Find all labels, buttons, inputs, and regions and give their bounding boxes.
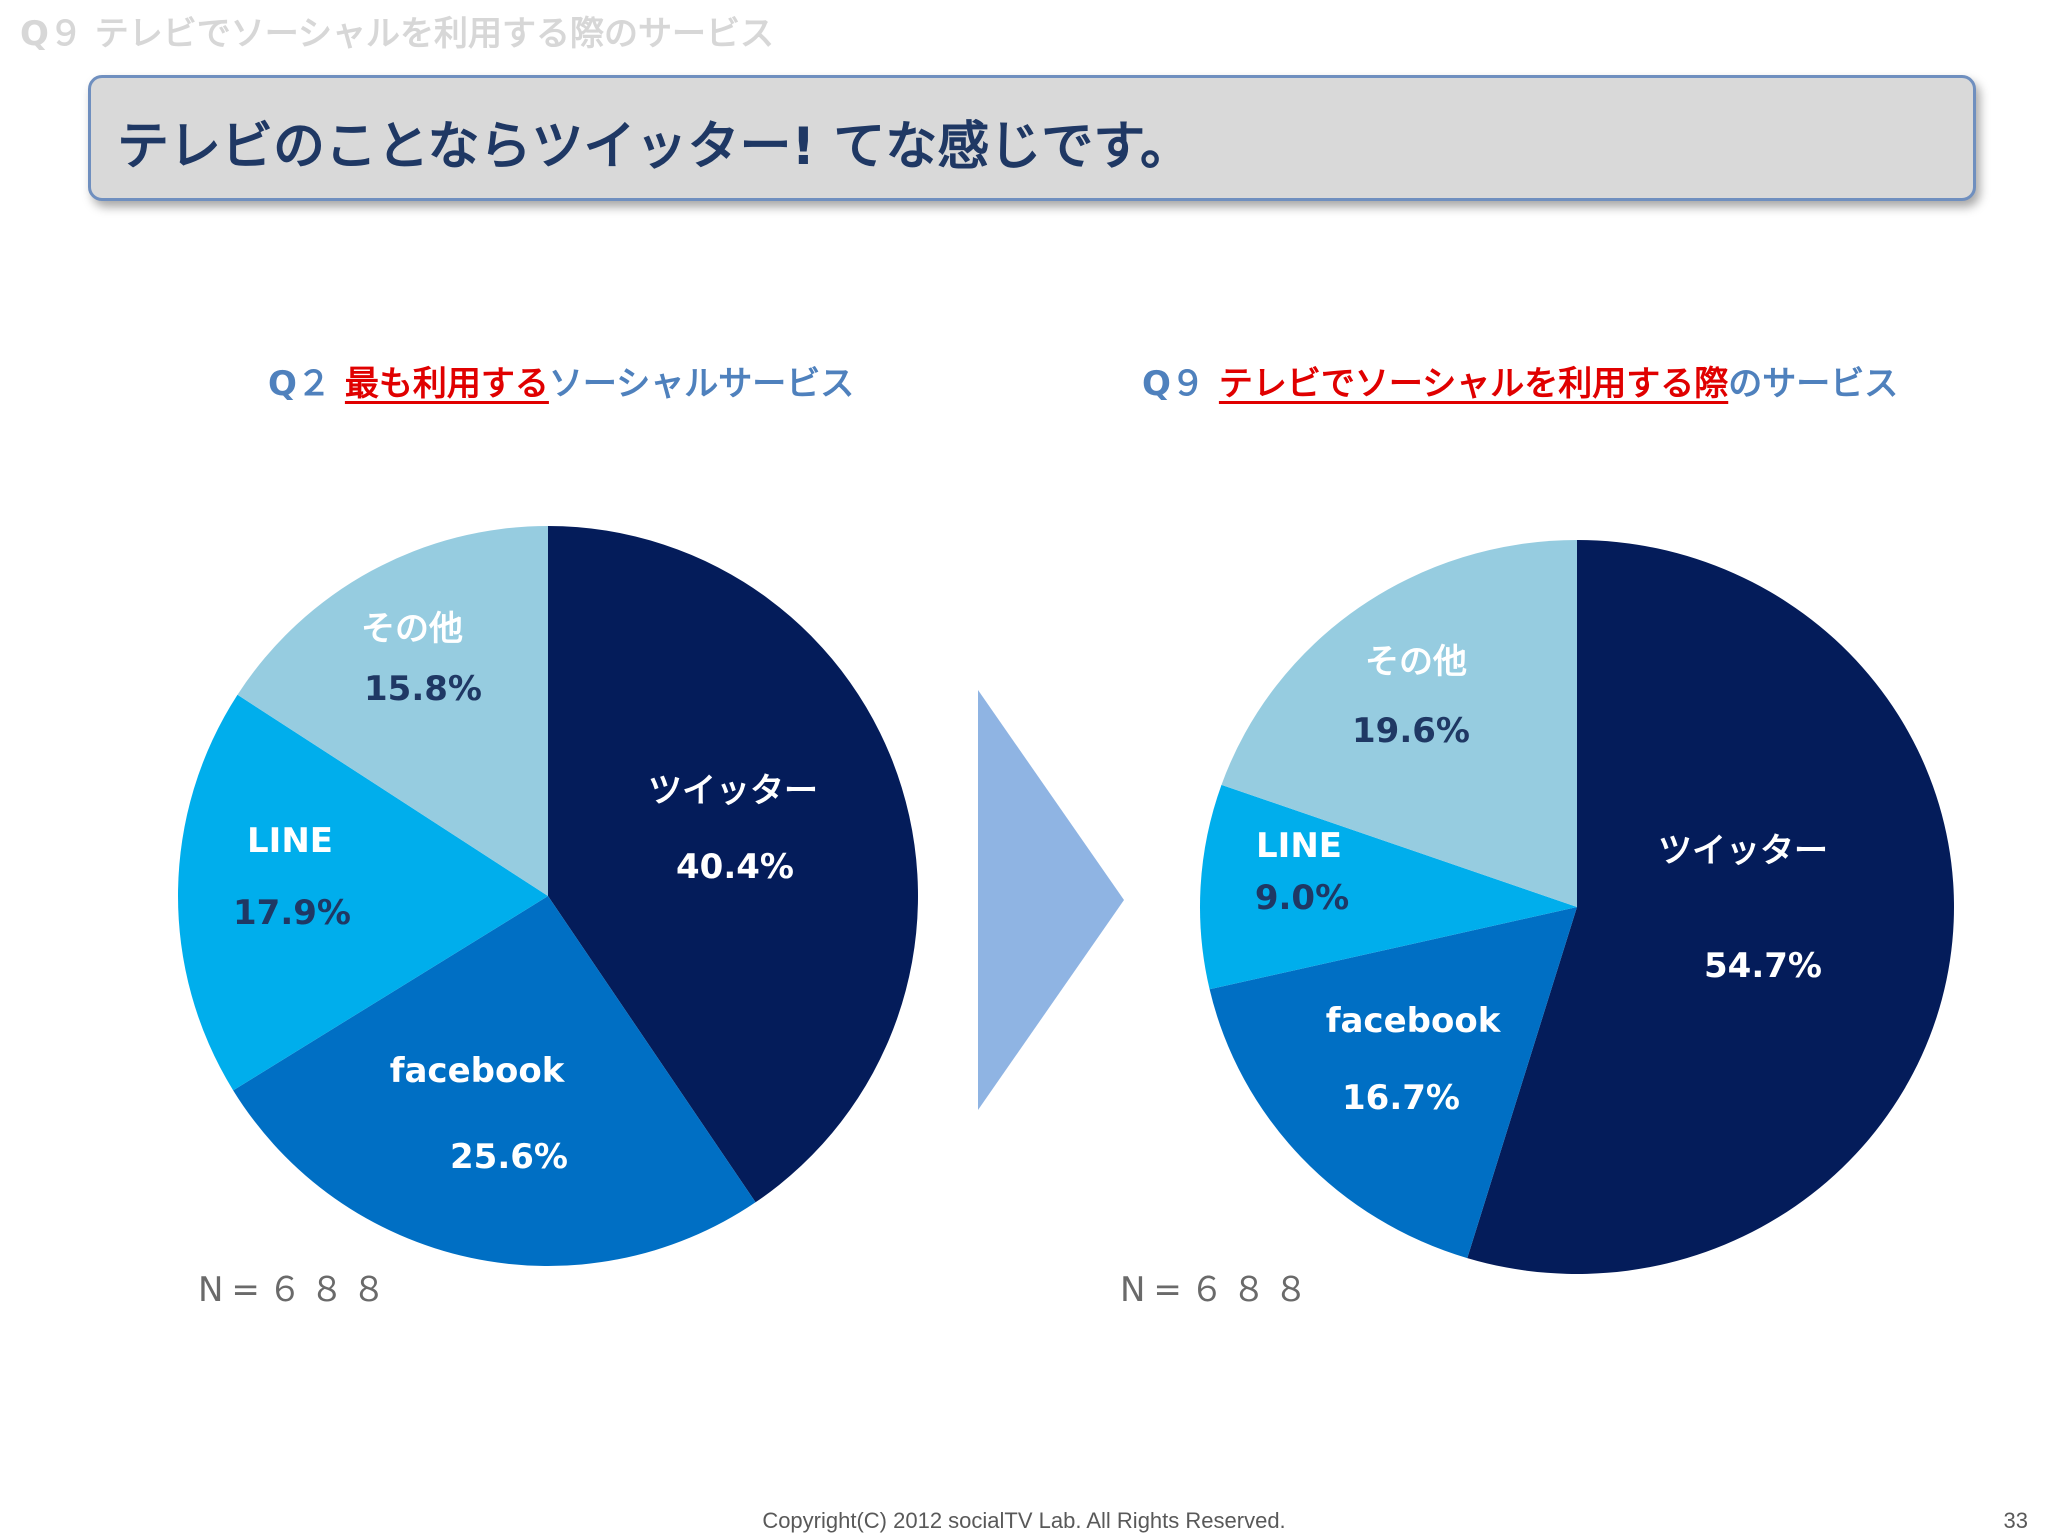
pie-chart-right: ツイッター 54.7% facebook 16.7% LINE 9.0% その他 19.6% (1200, 540, 1954, 1274)
pie-slice (178, 694, 549, 1091)
pie-slice-name-label: その他 (1365, 642, 1467, 682)
pie-slice (548, 526, 919, 1203)
slide-header: Q９ テレビでソーシャルを利用する際のサービス (20, 14, 775, 54)
pie-slice-value-label: 40.4% (676, 847, 794, 887)
pie-slice-name-label: LINE (247, 821, 333, 861)
pie-slice-value-label: 15.8% (364, 669, 482, 709)
pie-slice-name-label: LINE (1256, 826, 1342, 866)
headline-box: テレビのことならツイッター! てな感じです。 (88, 75, 1976, 201)
sample-size-left: N=６８８ (198, 1270, 394, 1310)
chart-title-right: Q９ テレビでソーシャルを利用する際のサービス (1142, 356, 1898, 405)
pie-slice (1209, 907, 1577, 1259)
pie-slice-name-label: ツイッター (648, 771, 818, 811)
sample-size-right: N=６８８ (1120, 1270, 1316, 1310)
pie-slice-name-label: facebook (1326, 1001, 1502, 1041)
chart-title-highlight: 最も利用する (344, 364, 549, 404)
pie-slice-name-label: facebook (390, 1051, 566, 1091)
pie-slice (1221, 540, 1577, 907)
pie-slice-value-label: 16.7% (1342, 1078, 1460, 1118)
pie-slice (233, 896, 756, 1266)
chart-title-left: Q２ 最も利用するソーシャルサービス (268, 356, 854, 405)
pie-slice-value-label: 9.0% (1255, 878, 1349, 918)
chart-title-qnum: Q２ (268, 364, 331, 404)
pie-chart-left: ツイッター 40.4% facebook 25.6% LINE 17.9% その他 15.8% (178, 526, 919, 1266)
pie-slice-value-label: 19.6% (1352, 711, 1470, 751)
pie-slice-name-label: その他 (361, 609, 463, 649)
pie-slice (1467, 540, 1954, 1274)
pie-slice-value-label: 54.7% (1704, 946, 1822, 986)
pie-slice-name-label: ツイッター (1658, 831, 1828, 871)
pie-slice-value-label: 25.6% (450, 1137, 568, 1177)
chart-title-rest: のサービス (1728, 364, 1899, 404)
pie-slice (1200, 784, 1577, 990)
chart-title-qnum: Q９ (1142, 364, 1205, 404)
pie-slice (237, 526, 549, 896)
copyright-footer: Copyright(C) 2012 socialTV Lab. All Righ… (762, 1508, 1286, 1533)
arrow-right-icon (978, 690, 1124, 1110)
chart-title-highlight: テレビでソーシャルを利用する際 (1218, 364, 1729, 404)
page-number: 33 (2003, 1508, 2028, 1533)
headline-text: テレビのことならツイッター! てな感じです。 (117, 117, 1193, 177)
pie-slice-value-label: 17.9% (233, 893, 351, 933)
chart-title-rest: ソーシャルサービス (548, 364, 855, 404)
